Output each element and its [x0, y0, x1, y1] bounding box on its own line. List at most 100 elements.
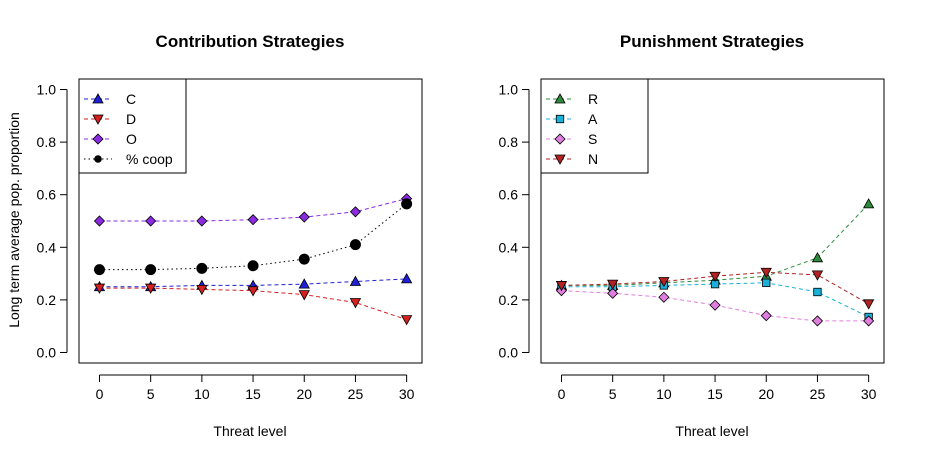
- y-tick-label: 0.6: [499, 187, 519, 203]
- legend-label: S: [588, 131, 597, 147]
- x-tick-label: 15: [245, 386, 261, 402]
- data-point: [863, 315, 875, 327]
- data-point: [862, 198, 875, 209]
- data-point: [760, 267, 772, 279]
- data-point: [349, 298, 362, 309]
- y-tick-label: 1.0: [499, 82, 519, 98]
- y-tick-label: 0.8: [37, 134, 57, 150]
- plot-frame: [78, 78, 423, 364]
- x-axis-label: Threat level: [213, 423, 286, 439]
- x-tick-label: 30: [399, 386, 415, 402]
- data-point: [606, 279, 619, 290]
- series-d: [93, 283, 413, 326]
- data-point: [196, 284, 208, 296]
- data-point: [298, 278, 310, 289]
- y-tick-label: 0.0: [499, 344, 519, 360]
- x-tick-label: 10: [194, 386, 210, 402]
- data-point: [298, 290, 310, 301]
- y-tick-label: 0.2: [499, 292, 519, 308]
- data-point: [709, 271, 721, 283]
- y-tick-label: 0.4: [37, 239, 57, 255]
- x-tick-label: 10: [656, 386, 672, 402]
- legend-marker: [554, 93, 566, 104]
- legend-label: R: [588, 91, 598, 107]
- data-point: [145, 215, 157, 227]
- data-point: [400, 315, 413, 326]
- data-point: [811, 315, 824, 327]
- x-tick-label: 0: [558, 386, 566, 402]
- data-point: [247, 214, 259, 226]
- x-tick-label: 20: [758, 386, 774, 402]
- plot-frame: [540, 78, 885, 364]
- data-point: [298, 211, 310, 223]
- data-point: [607, 287, 619, 299]
- x-tick-label: 30: [861, 386, 877, 402]
- data-point: [349, 239, 361, 251]
- data-point: [196, 262, 208, 274]
- y-axis-label: Long term average pop. proportion: [6, 112, 22, 328]
- y-tick-label: 0.6: [37, 187, 57, 203]
- data-point: [401, 198, 413, 210]
- data-point: [813, 287, 822, 297]
- series-n: [555, 267, 875, 310]
- data-point: [555, 281, 568, 292]
- data-point: [93, 264, 105, 276]
- y-tick-label: 0.0: [37, 344, 57, 360]
- x-tick-label: 5: [147, 386, 155, 402]
- data-point: [196, 215, 208, 227]
- series--coop: [93, 198, 413, 276]
- data-point: [349, 275, 362, 286]
- data-point: [298, 253, 310, 265]
- data-point: [862, 299, 875, 310]
- data-point: [400, 273, 413, 284]
- data-point: [93, 215, 106, 227]
- chart-title: Contribution Strategies: [156, 32, 345, 51]
- chart-contribution-strategies: Contribution Strategies Threat level Lon…: [6, 32, 423, 439]
- data-point: [247, 260, 259, 272]
- data-point: [811, 251, 824, 263]
- legend-marker: [554, 154, 566, 165]
- y-tick-label: 0.4: [499, 239, 519, 255]
- data-point: [709, 299, 721, 311]
- data-point: [247, 286, 259, 297]
- data-point: [762, 278, 771, 287]
- legend: CDO % coop: [78, 78, 187, 174]
- x-tick-label: 25: [810, 386, 826, 402]
- legend-label: C: [126, 91, 136, 107]
- x-tick-label: 20: [296, 386, 312, 402]
- legend-marker: [92, 114, 104, 125]
- chart-title: Punishment Strategies: [620, 32, 804, 51]
- data-point: [658, 277, 670, 288]
- legend-marker: [94, 155, 102, 163]
- y-tick-label: 0.2: [37, 292, 57, 308]
- legend-label: % coop: [126, 151, 173, 167]
- legend-marker: [92, 133, 104, 145]
- x-axis-label: Threat level: [675, 423, 748, 439]
- data-point: [760, 310, 772, 322]
- legend-label: O: [126, 131, 137, 147]
- data-point: [145, 264, 157, 276]
- x-tick-label: 25: [348, 386, 364, 402]
- legend-label: N: [588, 151, 598, 167]
- x-tick-label: 5: [609, 386, 617, 402]
- data-point: [93, 283, 106, 294]
- x-tick-label: 0: [96, 386, 104, 402]
- legend-label: D: [126, 111, 136, 127]
- y-tick-label: 0.8: [499, 134, 519, 150]
- data-point: [811, 270, 824, 281]
- series-s: [555, 285, 875, 327]
- series-o: [93, 193, 413, 227]
- legend-marker: [92, 93, 104, 104]
- legend-marker: [555, 114, 565, 124]
- data-point: [349, 206, 362, 218]
- data-point: [658, 291, 670, 303]
- data-point: [144, 283, 157, 294]
- chart-punishment-strategies: Punishment Strategies Threat level 0 5 10 1…: [499, 32, 885, 439]
- legend-marker: [554, 133, 566, 145]
- x-tick-label: 15: [707, 386, 723, 402]
- legend-label: A: [588, 111, 598, 127]
- y-tick-label: 1.0: [37, 82, 57, 98]
- series-line: [99, 203, 407, 271]
